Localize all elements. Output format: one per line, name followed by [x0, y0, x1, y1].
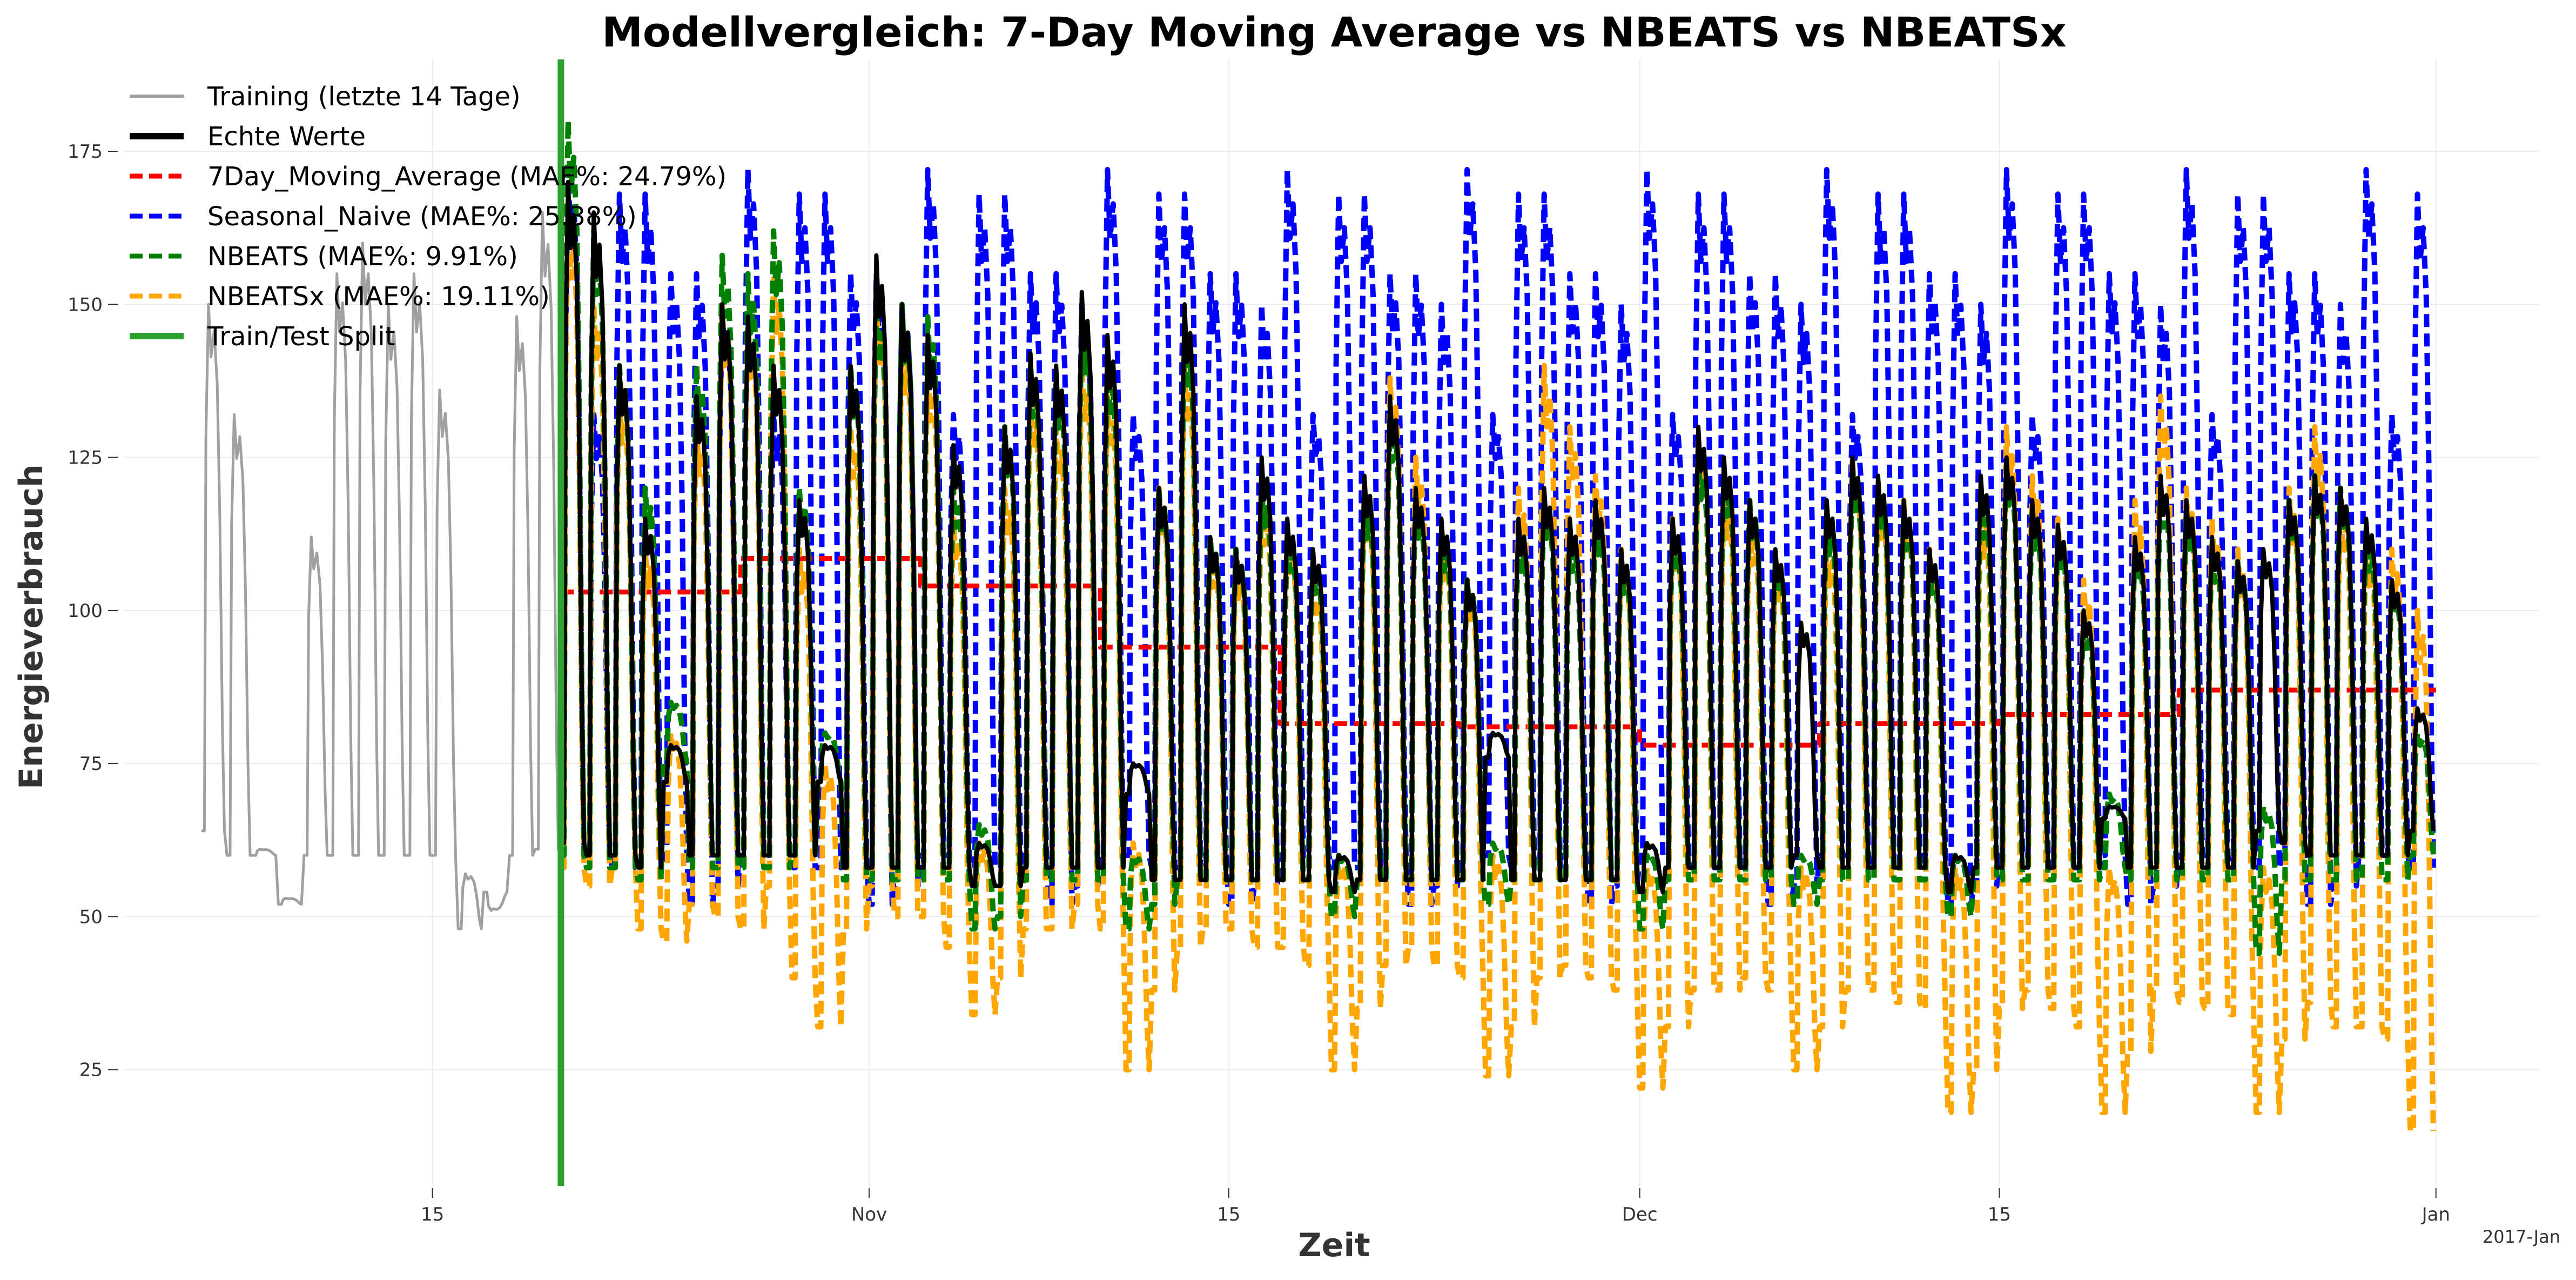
- series-line-moving-average: [561, 556, 2436, 748]
- y-tick-label: 175: [68, 141, 103, 163]
- series-line-actual: [561, 179, 2436, 895]
- y-tick-label: 50: [79, 906, 103, 928]
- x-offset-label: 2017-Jan: [2483, 1227, 2560, 1247]
- legend-label: NBEATSx (MAE%: 19.11%): [207, 282, 550, 312]
- legend-label: Seasonal_Naive (MAE%: 25.38%): [207, 202, 637, 232]
- y-tick-label: 150: [68, 294, 103, 316]
- legend-label: Train/Test Split: [207, 321, 395, 352]
- legend-label: 7Day_Moving_Average (MAE%: 24.79%): [207, 162, 727, 192]
- chart-title: Modellvergleich: 7-Day Moving Average vs…: [602, 8, 2067, 56]
- y-tick-label: 125: [68, 447, 103, 469]
- y-axis-label: Energieverbrauch: [12, 464, 50, 789]
- y-tick-label: 100: [68, 600, 103, 622]
- x-tick-label: 15: [1217, 1204, 1240, 1225]
- x-tick-label: Nov: [851, 1204, 887, 1225]
- tick-layer: 25 50 75 100 125 150 175 15 Nov 15 Dec 15 Jan: [68, 141, 2450, 1225]
- x-tick-label: Dec: [1622, 1204, 1658, 1225]
- legend-label: Training (letzte 14 Tage): [207, 82, 521, 112]
- series-layer: [201, 118, 2436, 1134]
- legend: Training (letzte 14 Tage) Echte Werte 7Day…: [130, 82, 727, 352]
- series-line-seasonal-naive: [561, 167, 2436, 907]
- y-tick-label: 25: [79, 1060, 103, 1081]
- x-tick-label: 15: [1988, 1204, 2011, 1225]
- x-tick-label: 15: [421, 1204, 444, 1225]
- legend-label: Echte Werte: [207, 122, 366, 152]
- series-line-training: [201, 211, 561, 930]
- series-line-nbeatsx: [561, 210, 2436, 1134]
- x-axis-label: Zeit: [1298, 1227, 1370, 1264]
- x-tick-label: Jan: [2421, 1204, 2450, 1225]
- legend-label: NBEATS (MAE%: 9.91%): [207, 242, 518, 272]
- y-tick-label: 75: [79, 753, 103, 775]
